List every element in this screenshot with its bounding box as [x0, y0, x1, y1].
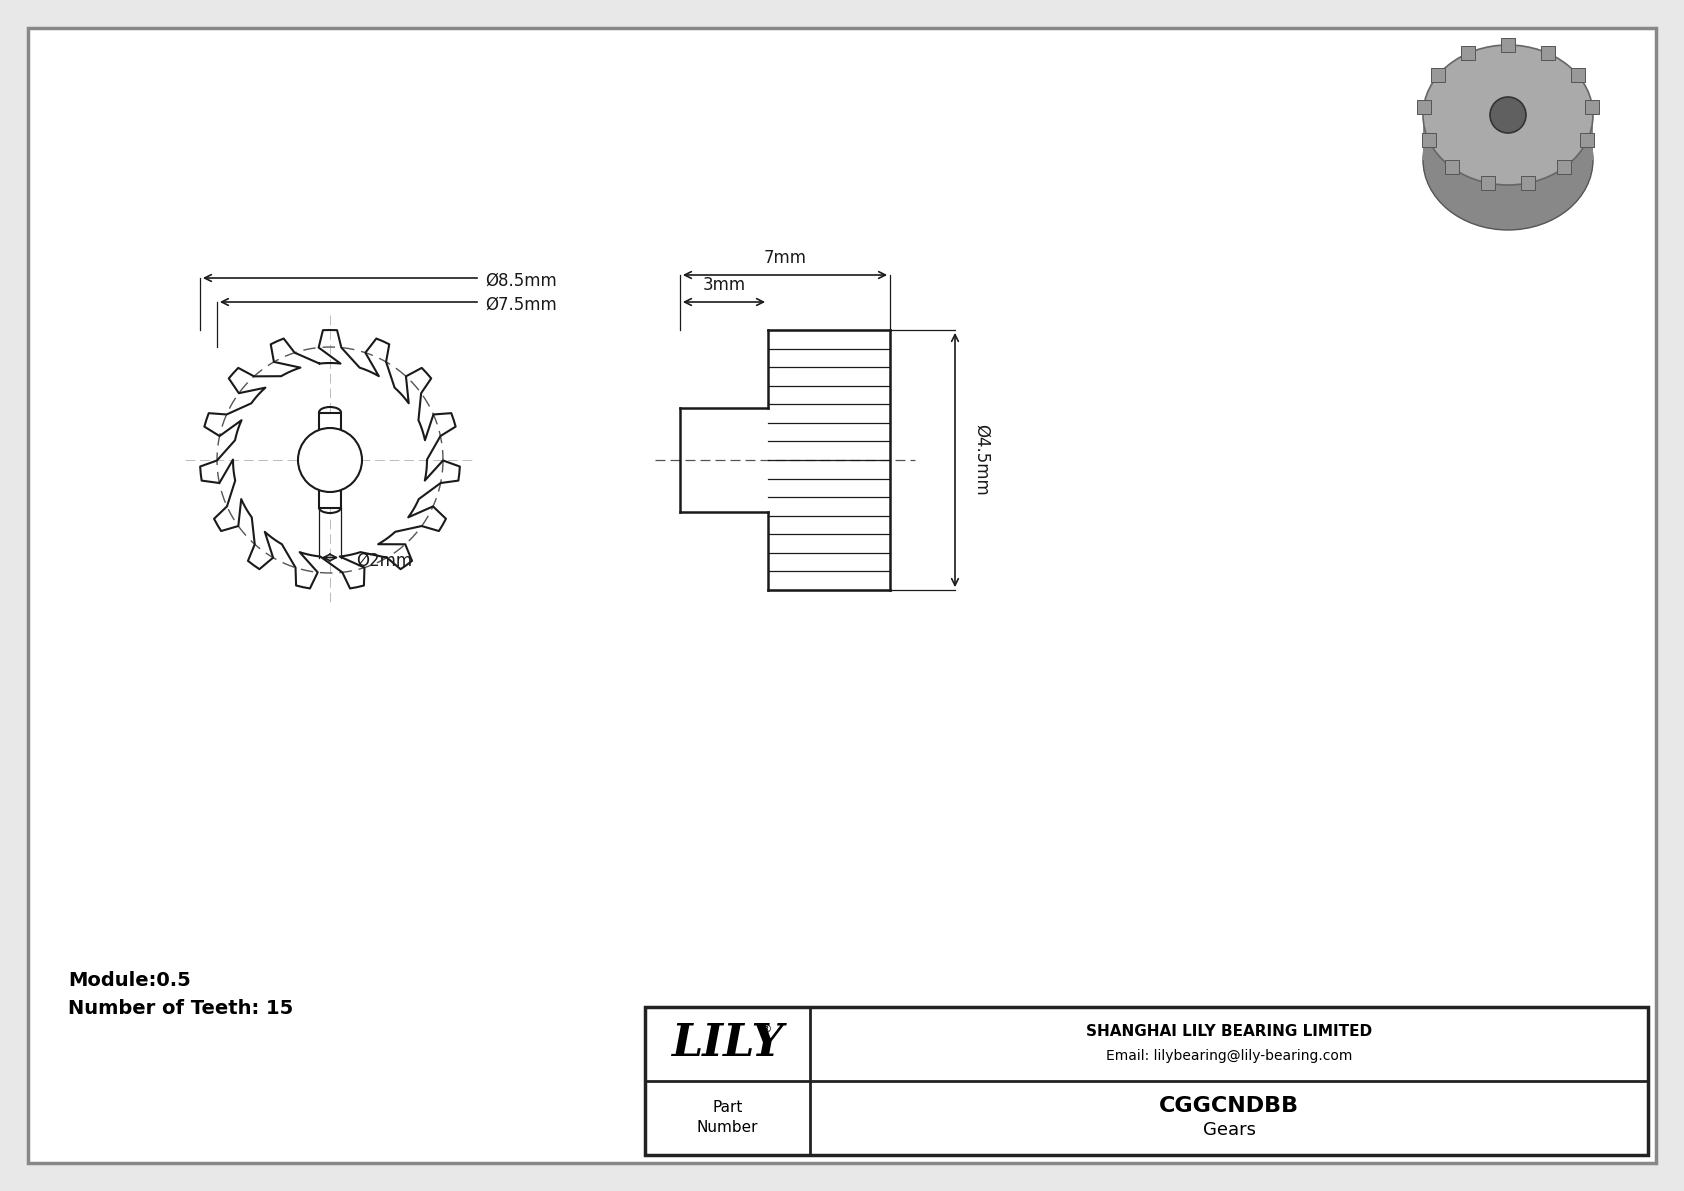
Text: Gears: Gears — [1202, 1121, 1256, 1139]
Text: Ø8.5mm: Ø8.5mm — [485, 272, 557, 289]
Text: SHANGHAI LILY BEARING LIMITED: SHANGHAI LILY BEARING LIMITED — [1086, 1024, 1372, 1040]
FancyBboxPatch shape — [1521, 176, 1536, 191]
Text: Ø2mm: Ø2mm — [355, 551, 413, 569]
Ellipse shape — [1423, 91, 1593, 230]
Text: Part: Part — [712, 1100, 743, 1116]
Text: ®: ® — [759, 1023, 771, 1036]
Circle shape — [298, 428, 362, 492]
Ellipse shape — [1423, 45, 1593, 185]
Text: Ø7.5mm: Ø7.5mm — [485, 297, 557, 314]
FancyBboxPatch shape — [1581, 133, 1595, 146]
Text: CGGCNDBB: CGGCNDBB — [1159, 1096, 1298, 1116]
Text: 7mm: 7mm — [763, 249, 807, 267]
FancyBboxPatch shape — [1421, 133, 1435, 146]
Bar — [1423, 105, 1593, 160]
Text: Email: lilybearing@lily-bearing.com: Email: lilybearing@lily-bearing.com — [1106, 1049, 1352, 1064]
FancyBboxPatch shape — [1541, 46, 1554, 60]
FancyBboxPatch shape — [1445, 161, 1458, 174]
Circle shape — [1490, 96, 1526, 133]
Text: 3mm: 3mm — [702, 276, 746, 294]
Text: LILY: LILY — [672, 1023, 783, 1066]
FancyBboxPatch shape — [1431, 68, 1445, 82]
Text: Ø4.5mm: Ø4.5mm — [973, 424, 990, 495]
FancyBboxPatch shape — [1462, 46, 1475, 60]
FancyBboxPatch shape — [1416, 100, 1431, 113]
Text: Number of Teeth: 15: Number of Teeth: 15 — [67, 998, 293, 1017]
FancyBboxPatch shape — [1585, 100, 1600, 113]
FancyBboxPatch shape — [1571, 68, 1585, 82]
Text: Module:0.5: Module:0.5 — [67, 971, 190, 990]
Bar — [645, 1008, 1649, 1155]
FancyBboxPatch shape — [1480, 176, 1495, 191]
FancyBboxPatch shape — [1500, 38, 1516, 52]
Bar — [318, 412, 340, 507]
Text: Number: Number — [697, 1121, 758, 1135]
FancyBboxPatch shape — [1558, 161, 1571, 174]
